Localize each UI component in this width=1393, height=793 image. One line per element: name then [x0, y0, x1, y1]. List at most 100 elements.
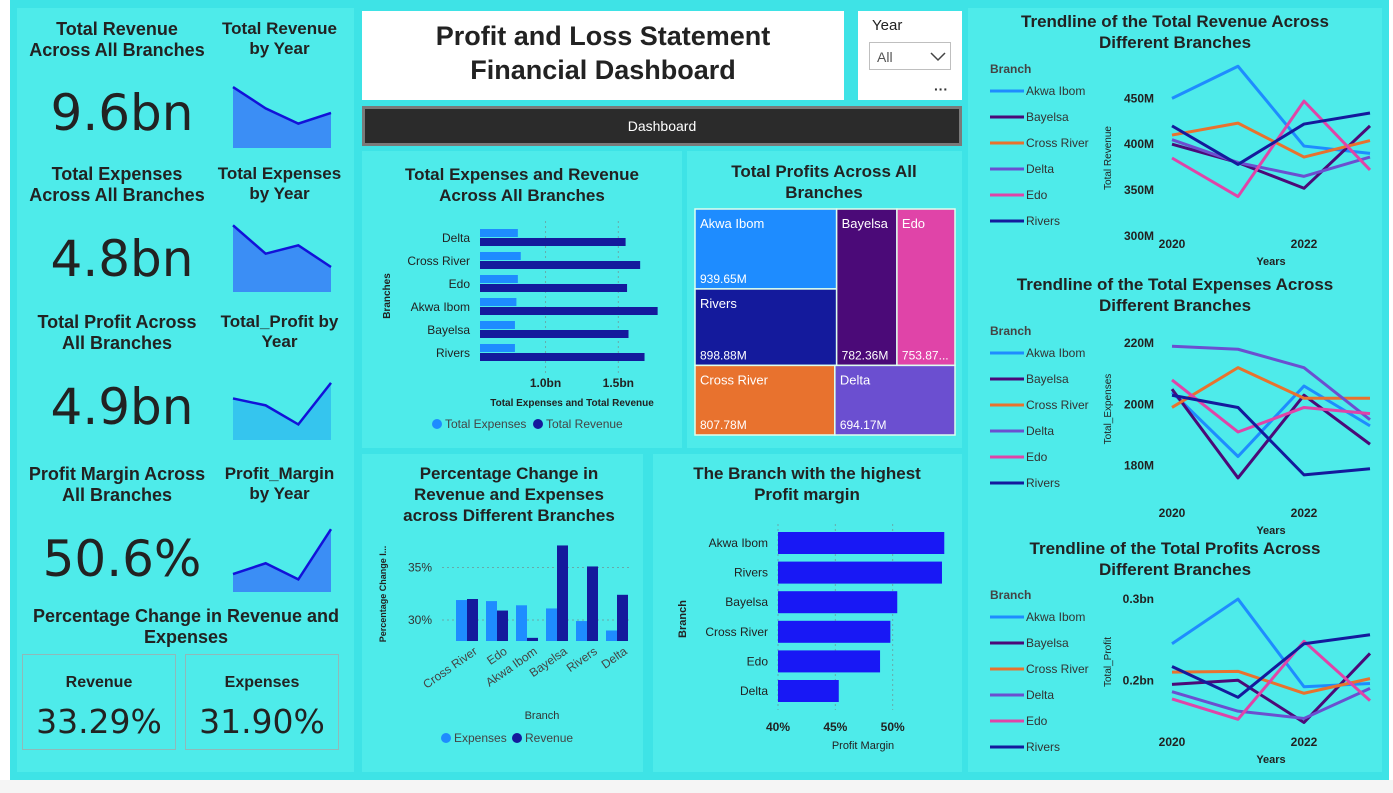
treemap-cell-name: Rivers [700, 296, 737, 311]
kpi-total-expenses-value: 4.8bn [50, 230, 194, 288]
treemap-cell-value: 782.36M [842, 348, 889, 362]
chart-title: Revenue and Expenses [414, 485, 604, 504]
pct-change-title: Percentage Change in Revenue and Expense… [32, 606, 340, 647]
trend-line-bayelsa [1171, 124, 1372, 190]
category-label: Rivers [734, 566, 768, 580]
legend-label: Rivers [1026, 740, 1060, 754]
revenue-bar [480, 238, 626, 246]
year-dropdown[interactable]: All [869, 42, 951, 70]
chart-title: Trendline of the Total Profits Across [1030, 539, 1321, 558]
revenue-bar [497, 610, 508, 641]
y-axis-label: Total_Expenses [1103, 374, 1114, 445]
expenses-bar [486, 601, 497, 641]
legend-label: Rivers [1026, 476, 1060, 490]
y-axis-label: Total_Profit [1103, 637, 1114, 687]
spark-margin-title: Profit_Margin by Year [224, 464, 335, 503]
expenses-bar [480, 275, 518, 283]
spark-revenue-title: Total Revenue by Year [222, 19, 337, 58]
kpi-total-profit-value: 4.9bn [50, 378, 194, 436]
chart-title: Branches [785, 183, 862, 202]
dashboard-canvas: Total Revenue Across All Branches Total … [10, 0, 1389, 780]
chart-title: Different Branches [1099, 296, 1251, 315]
legend-label: Rivers [1026, 214, 1060, 228]
treemap-cell [694, 288, 838, 367]
expenses-bar [480, 298, 517, 306]
y-tick-label: 220M [1124, 336, 1154, 350]
expenses-bar [576, 621, 587, 641]
trend-line-delta [1171, 687, 1371, 720]
chart-title: Profit margin [754, 485, 860, 504]
chart-title: Different Branches [1099, 33, 1251, 52]
trend-line-bayelsa [1171, 652, 1372, 725]
spark-profit-title: Total_Profit by Year [220, 312, 339, 351]
margin-bar [778, 680, 839, 702]
kpi-profit-margin-value: 50.6% [42, 530, 202, 588]
expenses-bar [546, 608, 557, 641]
spark-revenue [232, 86, 332, 148]
expenses-change-card [185, 654, 339, 750]
trend-line-edo [1171, 378, 1371, 434]
y-tick-label: 400M [1124, 137, 1154, 151]
category-label: Cross River [705, 625, 768, 639]
trend-line-bayelsa [1170, 388, 1371, 480]
treemap-cell [834, 364, 956, 436]
category-label: Edo [747, 654, 769, 668]
trend-line-cross-river [1171, 366, 1370, 409]
x-tick-label: 2020 [1159, 506, 1186, 520]
treemap-cell-name: Cross River [700, 372, 769, 387]
kpi-total-expenses-title: Total Expenses Across All Branches [29, 164, 205, 205]
dashboard-nav-button[interactable]: Dashboard [362, 106, 962, 146]
treemap-cell [835, 208, 898, 367]
category-label: Bayelsa [427, 323, 470, 337]
x-tick-label: 1.0bn [530, 376, 561, 390]
revenue-bar [587, 566, 598, 641]
revenue-trend-chart: Trendline of the Total Revenue Across Dif… [990, 12, 1372, 268]
year-slicer-label: Year [872, 17, 903, 34]
treemap-cell-value: 939.65M [700, 272, 747, 286]
x-tick-label: 2022 [1291, 237, 1318, 251]
pct-change-chart: Percentage Change in Revenue and Expenses… [378, 464, 632, 745]
legend-label: Akwa Ibom [1026, 346, 1085, 360]
trend-line-rivers [1171, 111, 1371, 166]
revenue-bar [480, 284, 628, 292]
x-tick-label: 2020 [1159, 735, 1186, 749]
legend-label: Cross River [1026, 662, 1089, 676]
margin-bar [778, 591, 898, 614]
legend-label: Delta [1026, 162, 1054, 176]
category-label: Akwa Ibom [709, 536, 768, 550]
revenue-bar [480, 330, 629, 338]
chart-title: Across All Branches [439, 186, 605, 205]
y-tick-label: 35% [408, 561, 432, 575]
x-axis-label: Years [1256, 525, 1285, 534]
x-axis-label: Years [1256, 754, 1285, 766]
sparkline-line [232, 382, 332, 427]
more-options-icon[interactable]: ··· [934, 81, 948, 97]
x-tick-label: 2020 [1159, 237, 1186, 251]
exp-rev-chart: Total Expenses and Revenue Across All Bra… [382, 165, 658, 431]
y-tick-label: 450M [1124, 91, 1154, 105]
legend-label: Edo [1026, 188, 1048, 202]
y-axis-label: Total Revenue [1103, 126, 1114, 190]
y-axis-label: Branch [677, 600, 689, 638]
bottom-strip [0, 780, 1393, 793]
trend-line-delta [1171, 138, 1371, 178]
sparkline-area [233, 382, 331, 440]
legend-title: Branch [990, 324, 1031, 338]
legend-label-expenses: Total Expenses [445, 417, 526, 431]
legend-label: Edo [1026, 714, 1048, 728]
page-title-line1: Profit and Loss Statement [435, 21, 771, 51]
expenses-bar [480, 229, 518, 237]
x-tick-label: 50% [881, 720, 905, 734]
legend-label: Bayelsa [1026, 372, 1069, 386]
year-slicer: Year All ··· [858, 11, 962, 100]
sparkline-area [233, 225, 331, 292]
x-tick-label: 40% [766, 720, 790, 734]
chart-title: Total Expenses and Revenue [405, 165, 639, 184]
trend-line-rivers [1171, 633, 1371, 699]
revenue-change-label: Revenue [65, 674, 133, 691]
margin-bar [778, 532, 945, 554]
y-tick-label: 30% [408, 613, 432, 627]
legend-label: Cross River [1026, 398, 1089, 412]
legend-label: Delta [1026, 424, 1054, 438]
chart-title: Percentage Change in [420, 464, 599, 483]
